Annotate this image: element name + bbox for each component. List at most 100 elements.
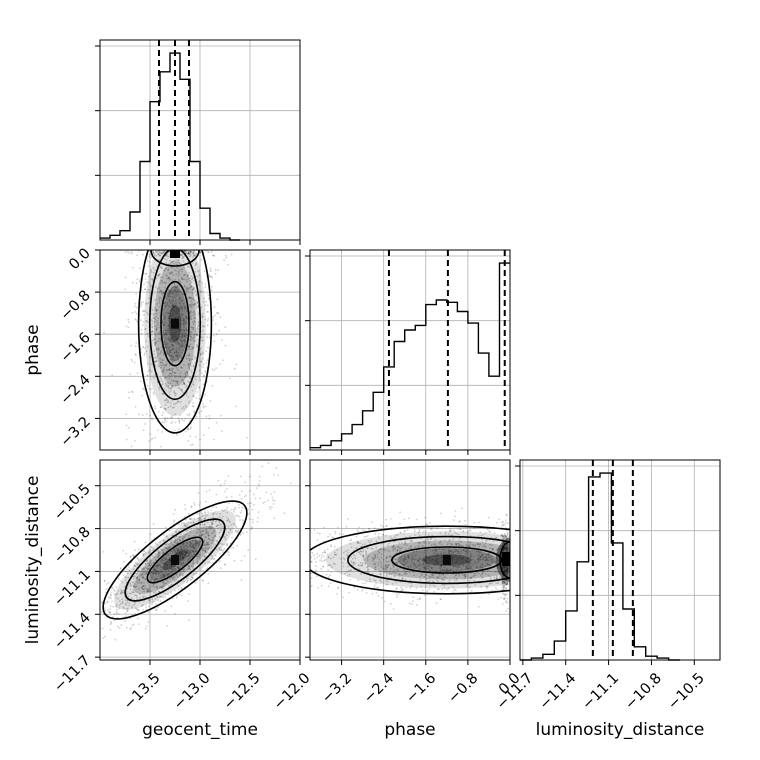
sample-point <box>137 582 140 585</box>
sample-point <box>181 305 183 308</box>
sample-point <box>436 548 439 551</box>
sample-point <box>160 586 163 589</box>
sample-point <box>453 558 456 560</box>
sample-point <box>199 540 201 543</box>
sample-point <box>172 306 175 309</box>
sample-point <box>419 598 421 601</box>
sample-point <box>129 627 132 629</box>
sample-point <box>403 530 406 532</box>
contour-line <box>150 250 200 267</box>
sample-point <box>169 290 172 293</box>
sample-point <box>213 369 216 372</box>
sample-point <box>163 581 165 584</box>
sample-point <box>452 538 454 541</box>
sample-point <box>369 578 371 581</box>
sample-point <box>183 306 186 309</box>
sample-point <box>472 555 475 557</box>
sample-point <box>447 570 450 573</box>
sample-point <box>150 562 153 565</box>
sample-point <box>148 356 151 358</box>
sample-point <box>327 556 330 559</box>
sample-point <box>375 592 378 594</box>
sample-point <box>226 511 229 514</box>
sample-point <box>206 543 208 546</box>
sample-point <box>468 529 471 532</box>
sample-point <box>138 579 141 582</box>
sample-point <box>164 544 167 546</box>
sample-point <box>505 600 507 602</box>
sample-point <box>192 252 194 255</box>
sample-point <box>170 542 173 545</box>
sample-point <box>373 586 376 589</box>
sample-point <box>195 333 198 336</box>
sample-point <box>94 618 96 620</box>
sample-point <box>424 516 427 519</box>
sample-point <box>172 274 175 276</box>
sample-point <box>200 531 203 534</box>
sample-point <box>324 558 327 561</box>
sample-point <box>172 339 175 342</box>
sample-point <box>144 562 147 565</box>
sample-point <box>232 522 235 525</box>
sample-point <box>266 499 269 502</box>
sample-point <box>321 551 324 554</box>
sample-point <box>461 558 464 561</box>
sample-point <box>196 391 199 393</box>
sample-point <box>174 380 177 382</box>
sample-point <box>152 523 155 525</box>
sample-point <box>155 572 158 574</box>
sample-point <box>485 531 487 534</box>
sample-point <box>179 414 181 416</box>
sample-point <box>186 428 189 431</box>
sample-point <box>219 524 222 526</box>
sample-point <box>190 542 193 545</box>
sample-point <box>144 423 146 425</box>
sample-point <box>151 339 154 342</box>
sample-point <box>145 560 148 563</box>
sample-point <box>327 556 330 558</box>
sample-point <box>436 561 439 564</box>
sample-point <box>429 522 431 524</box>
sample-point <box>350 556 352 558</box>
sample-point <box>143 573 146 576</box>
sample-point <box>143 552 146 555</box>
sample-point <box>166 574 169 577</box>
sample-point <box>184 340 186 342</box>
sample-point <box>475 561 477 564</box>
sample-point <box>135 282 138 285</box>
sample-point <box>159 353 162 355</box>
density-peak <box>171 318 179 329</box>
sample-point <box>177 549 179 552</box>
sample-point <box>404 578 406 580</box>
sample-point <box>164 407 167 410</box>
sample-point <box>142 588 145 591</box>
sample-point <box>181 548 183 551</box>
sample-point <box>467 561 470 564</box>
sample-point <box>450 550 453 553</box>
sample-point <box>136 608 139 611</box>
sample-point <box>180 336 183 338</box>
sample-point <box>164 343 167 346</box>
sample-point <box>144 310 147 313</box>
sample-point <box>432 576 435 579</box>
sample-point <box>178 539 181 541</box>
sample-point <box>190 310 192 312</box>
sample-point <box>503 568 505 571</box>
sample-point <box>184 372 187 375</box>
sample-point <box>150 571 153 574</box>
sample-point <box>122 591 125 594</box>
sample-point <box>131 613 134 616</box>
sample-point <box>418 568 421 571</box>
sample-point <box>452 551 454 554</box>
sample-point <box>356 547 358 549</box>
sample-point <box>385 518 387 521</box>
sample-point <box>123 560 125 563</box>
sample-point <box>146 569 149 572</box>
sample-point <box>168 279 171 282</box>
sample-point <box>297 602 299 604</box>
sample-point <box>155 341 158 344</box>
sample-point <box>189 568 192 570</box>
sample-point <box>450 568 453 570</box>
sample-point <box>170 591 172 594</box>
sample-point <box>211 276 214 279</box>
